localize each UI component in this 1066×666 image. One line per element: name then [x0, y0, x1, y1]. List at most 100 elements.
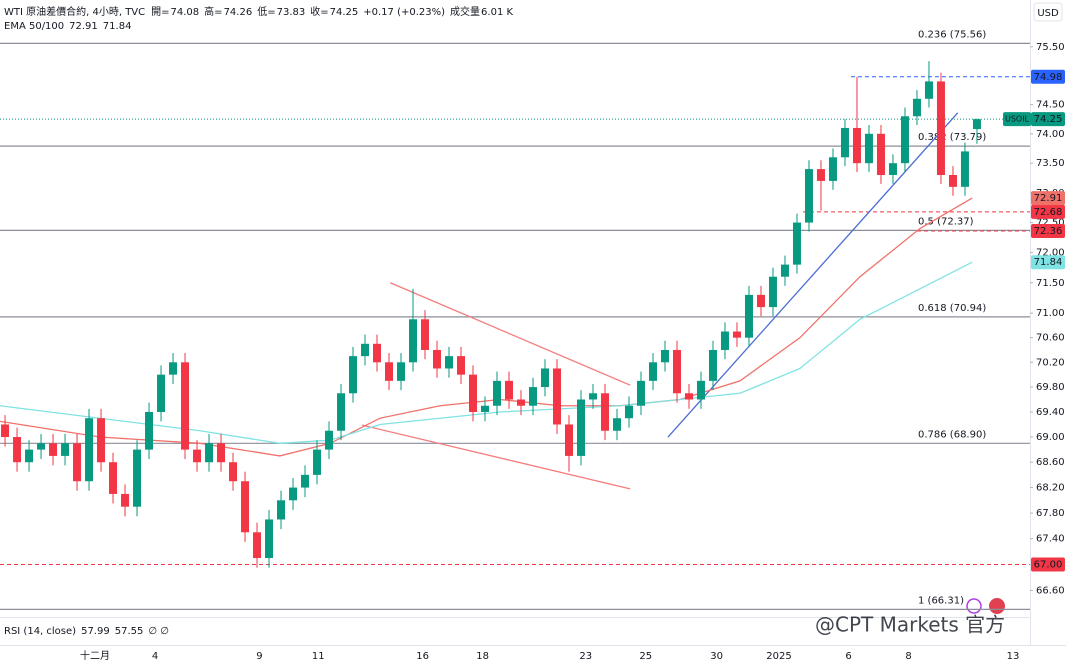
candle-body — [325, 430, 334, 450]
candle-body — [540, 368, 549, 388]
currency-box[interactable] — [1033, 2, 1063, 22]
legend-text: WTI 原油差價合約, 4小時, TVC — [4, 5, 145, 18]
legend-text: ∅ ∅ — [148, 626, 169, 637]
price-tag-label: 71.84 — [1034, 257, 1063, 268]
legend-text: 57.55 — [115, 626, 144, 637]
candle-body — [277, 500, 286, 520]
y-tick-label: 74.50 — [1036, 100, 1065, 111]
candle-body — [157, 374, 166, 412]
candle-body — [636, 380, 645, 406]
candle-body — [97, 418, 106, 463]
y-tick-label: 71.00 — [1036, 308, 1065, 319]
price-tag-label: 72.68 — [1034, 207, 1063, 218]
candle-body — [409, 319, 418, 363]
candle-body — [493, 380, 502, 406]
candle-body — [265, 519, 274, 559]
candle-body — [145, 411, 154, 450]
y-tick-label: 66.60 — [1036, 585, 1065, 596]
candle-body — [768, 276, 777, 308]
y-tick-label: 69.40 — [1036, 407, 1065, 418]
candle-body — [481, 405, 490, 412]
currency: USD — [1037, 8, 1059, 19]
ema-line — [0, 261, 973, 444]
candle-body — [696, 380, 705, 400]
legend-text: 73.83 — [277, 7, 306, 18]
candle-body — [660, 349, 669, 363]
y-tick-label: 74.00 — [1036, 129, 1065, 140]
x-tick-label: 23 — [579, 651, 592, 662]
price-tag — [1031, 191, 1065, 206]
y-tick-label: 72.50 — [1036, 218, 1065, 229]
candle-body — [876, 133, 885, 175]
candle-body — [385, 362, 394, 381]
candle-body — [229, 462, 238, 482]
candle-body — [936, 81, 945, 175]
watermark: @CPT Markets 官方 — [815, 613, 1005, 637]
candle-body — [732, 331, 741, 338]
candle-body — [708, 349, 717, 381]
candle-body — [337, 393, 346, 431]
price-tag — [1031, 69, 1065, 84]
candle-body — [960, 151, 969, 187]
candle-body — [301, 474, 310, 488]
candle-body — [133, 449, 142, 507]
y-tick-label: 68.60 — [1036, 457, 1065, 468]
candle-body — [528, 387, 537, 406]
x-tick-label: 9 — [256, 651, 262, 662]
price-tag — [1031, 112, 1065, 127]
candle-body — [241, 481, 250, 533]
candle-body — [828, 157, 837, 181]
legend-text: 收= — [310, 5, 328, 18]
candle-body — [1, 424, 10, 438]
candle-body — [648, 362, 657, 381]
icon-lightning[interactable] — [966, 598, 982, 614]
candle-body — [349, 356, 358, 394]
symbol-tag — [1003, 112, 1031, 127]
trend-line — [389, 282, 631, 386]
y-tick-label: 73.50 — [1036, 158, 1065, 169]
legend-text: +0.17 (+0.23%) — [363, 7, 445, 18]
candle-body — [780, 264, 789, 277]
candle-body — [792, 222, 801, 265]
legend-text: 74.08 — [171, 7, 200, 18]
candle-body — [397, 362, 406, 381]
candle-body — [61, 443, 70, 456]
candle-body — [361, 343, 370, 357]
candle-body — [253, 532, 262, 559]
legend-text: 71.84 — [103, 21, 132, 32]
y-tick-label: 71.50 — [1036, 278, 1065, 289]
candle-body — [576, 399, 585, 456]
candle-body — [672, 349, 681, 394]
candle-body — [564, 424, 573, 456]
legend-text: 74.26 — [224, 7, 253, 18]
legend-text: 高= — [204, 5, 222, 18]
candle-body — [612, 418, 621, 431]
legend-text: RSI (14, close) — [4, 626, 76, 637]
candle-body — [972, 119, 981, 130]
candle-body — [373, 343, 382, 363]
y-tick-label: 75.50 — [1036, 42, 1065, 53]
y-tick-label: 70.60 — [1036, 333, 1065, 344]
fib-label: 1 (66.31) — [918, 595, 964, 606]
fib-label: 0.5 (72.37) — [918, 216, 974, 227]
candle-body — [73, 443, 82, 482]
candle-body — [600, 393, 609, 431]
legend-text: 74.25 — [330, 7, 359, 18]
x-tick-label: 16 — [416, 651, 429, 662]
candle-body — [804, 169, 813, 223]
legend-text: 低= — [257, 5, 275, 18]
candle-body — [181, 362, 190, 450]
y-tick-label: 72.00 — [1036, 248, 1065, 259]
candle-body — [289, 487, 298, 501]
candle-body — [85, 418, 94, 482]
price-tag-label: 74.25 — [1034, 114, 1063, 125]
price-tag — [1031, 255, 1065, 270]
candle-body — [121, 493, 130, 507]
candle-body — [49, 443, 58, 456]
candle-body — [25, 449, 34, 463]
candle-body — [109, 462, 118, 494]
fib-label: 0.786 (68.90) — [918, 429, 986, 440]
icon-flag[interactable] — [989, 598, 1005, 614]
price-tag-label: 72.36 — [1034, 226, 1063, 237]
